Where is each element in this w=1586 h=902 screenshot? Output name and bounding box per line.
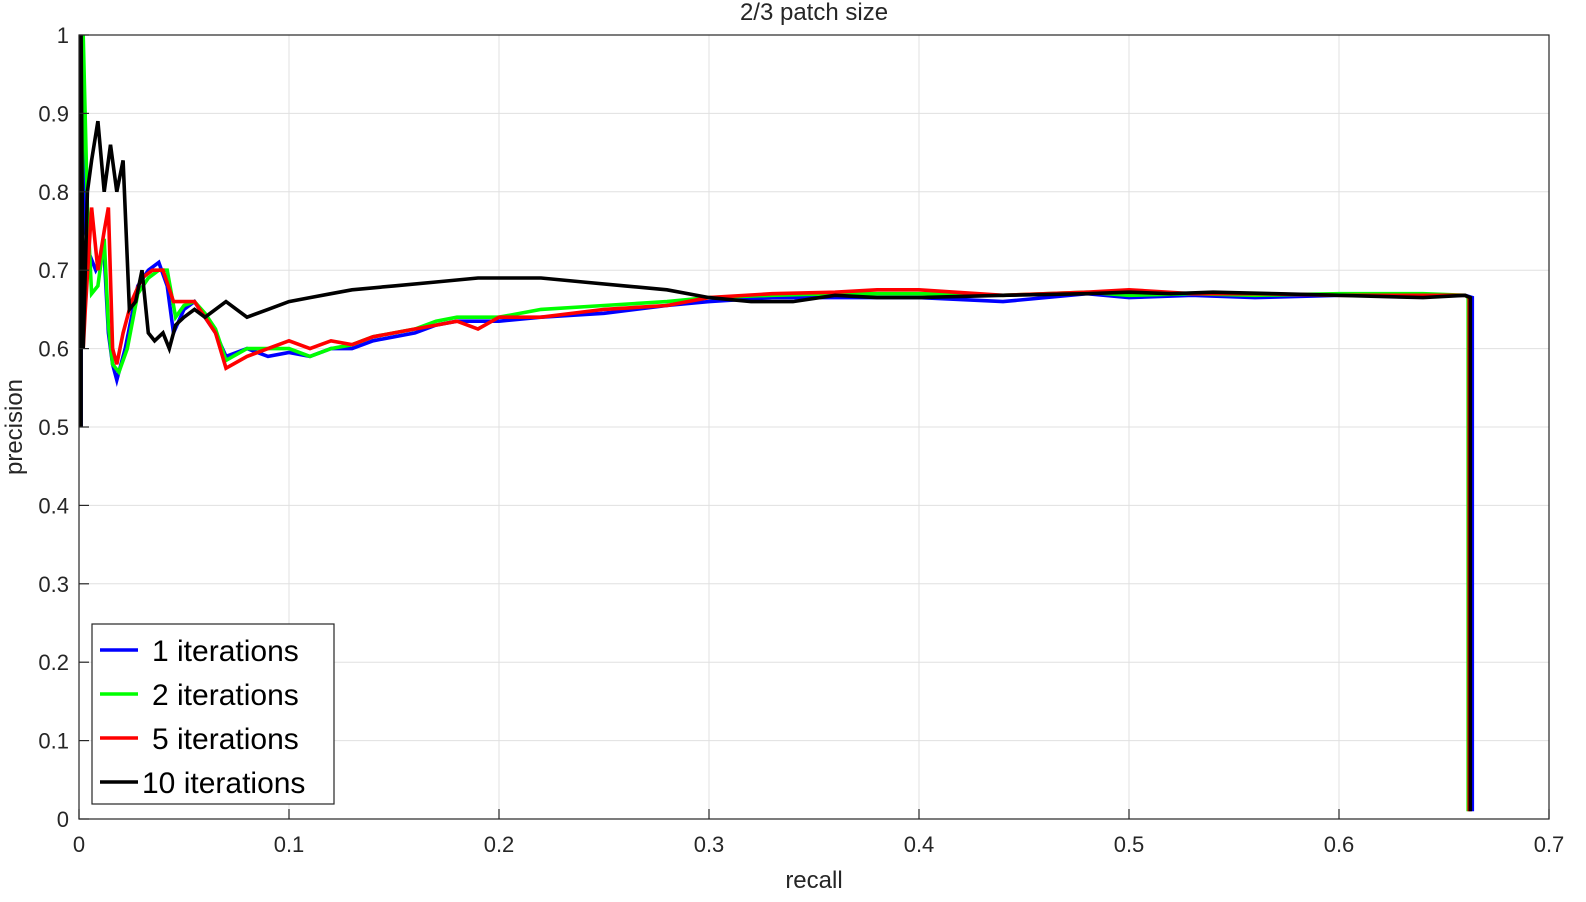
y-tick-label: 0.5: [38, 415, 69, 440]
x-tick-label: 0.4: [904, 832, 935, 857]
y-tick-label: 0.4: [38, 493, 69, 518]
series-layer: [79, 34, 1475, 812]
legend-label-10-iterations: 10 iterations: [142, 767, 305, 800]
y-tick-label: 0.2: [38, 650, 69, 675]
x-axis-label: recall: [785, 867, 842, 894]
y-tick-label: 0.7: [38, 258, 69, 283]
y-tick-label: 1: [57, 23, 69, 48]
tick-marks: [78, 34, 1550, 820]
y-tick-label: 0: [57, 807, 69, 832]
chart-title: 2/3 patch size: [740, 0, 888, 26]
x-tick-label: 0.1: [274, 832, 305, 857]
legend-label-5-iterations: 5 iterations: [152, 723, 299, 756]
x-tick-labels: 0 0.1 0.2 0.3 0.4 0.5 0.6 0.7: [73, 832, 1564, 857]
y-tick-labels: 0 0.1 0.2 0.3 0.4 0.5 0.6 0.7 0.8 0.9 1: [38, 23, 69, 832]
y-tick-label: 0.6: [38, 337, 69, 362]
legend-label-1-iterations: 1 iterations: [152, 635, 299, 668]
x-tick-label: 0.7: [1534, 832, 1565, 857]
x-tick-label: 0.6: [1324, 832, 1355, 857]
x-tick-label: 0.2: [484, 832, 515, 857]
legend-label-2-iterations: 2 iterations: [152, 679, 299, 712]
series-line-10-iterations: [79, 34, 1473, 812]
x-tick-label: 0: [73, 832, 85, 857]
y-tick-label: 0.8: [38, 180, 69, 205]
x-tick-label: 0.5: [1114, 832, 1145, 857]
grid: [79, 35, 1549, 819]
legend: 1 iterations 2 iterations 5 iterations 1…: [91, 623, 335, 805]
x-tick-label: 0.3: [694, 832, 725, 857]
y-tick-label: 0.1: [38, 729, 69, 754]
y-tick-label: 0.3: [38, 572, 69, 597]
legend-box: [91, 623, 335, 805]
y-tick-label: 0.9: [38, 101, 69, 126]
y-axis-label: precision: [1, 379, 28, 475]
